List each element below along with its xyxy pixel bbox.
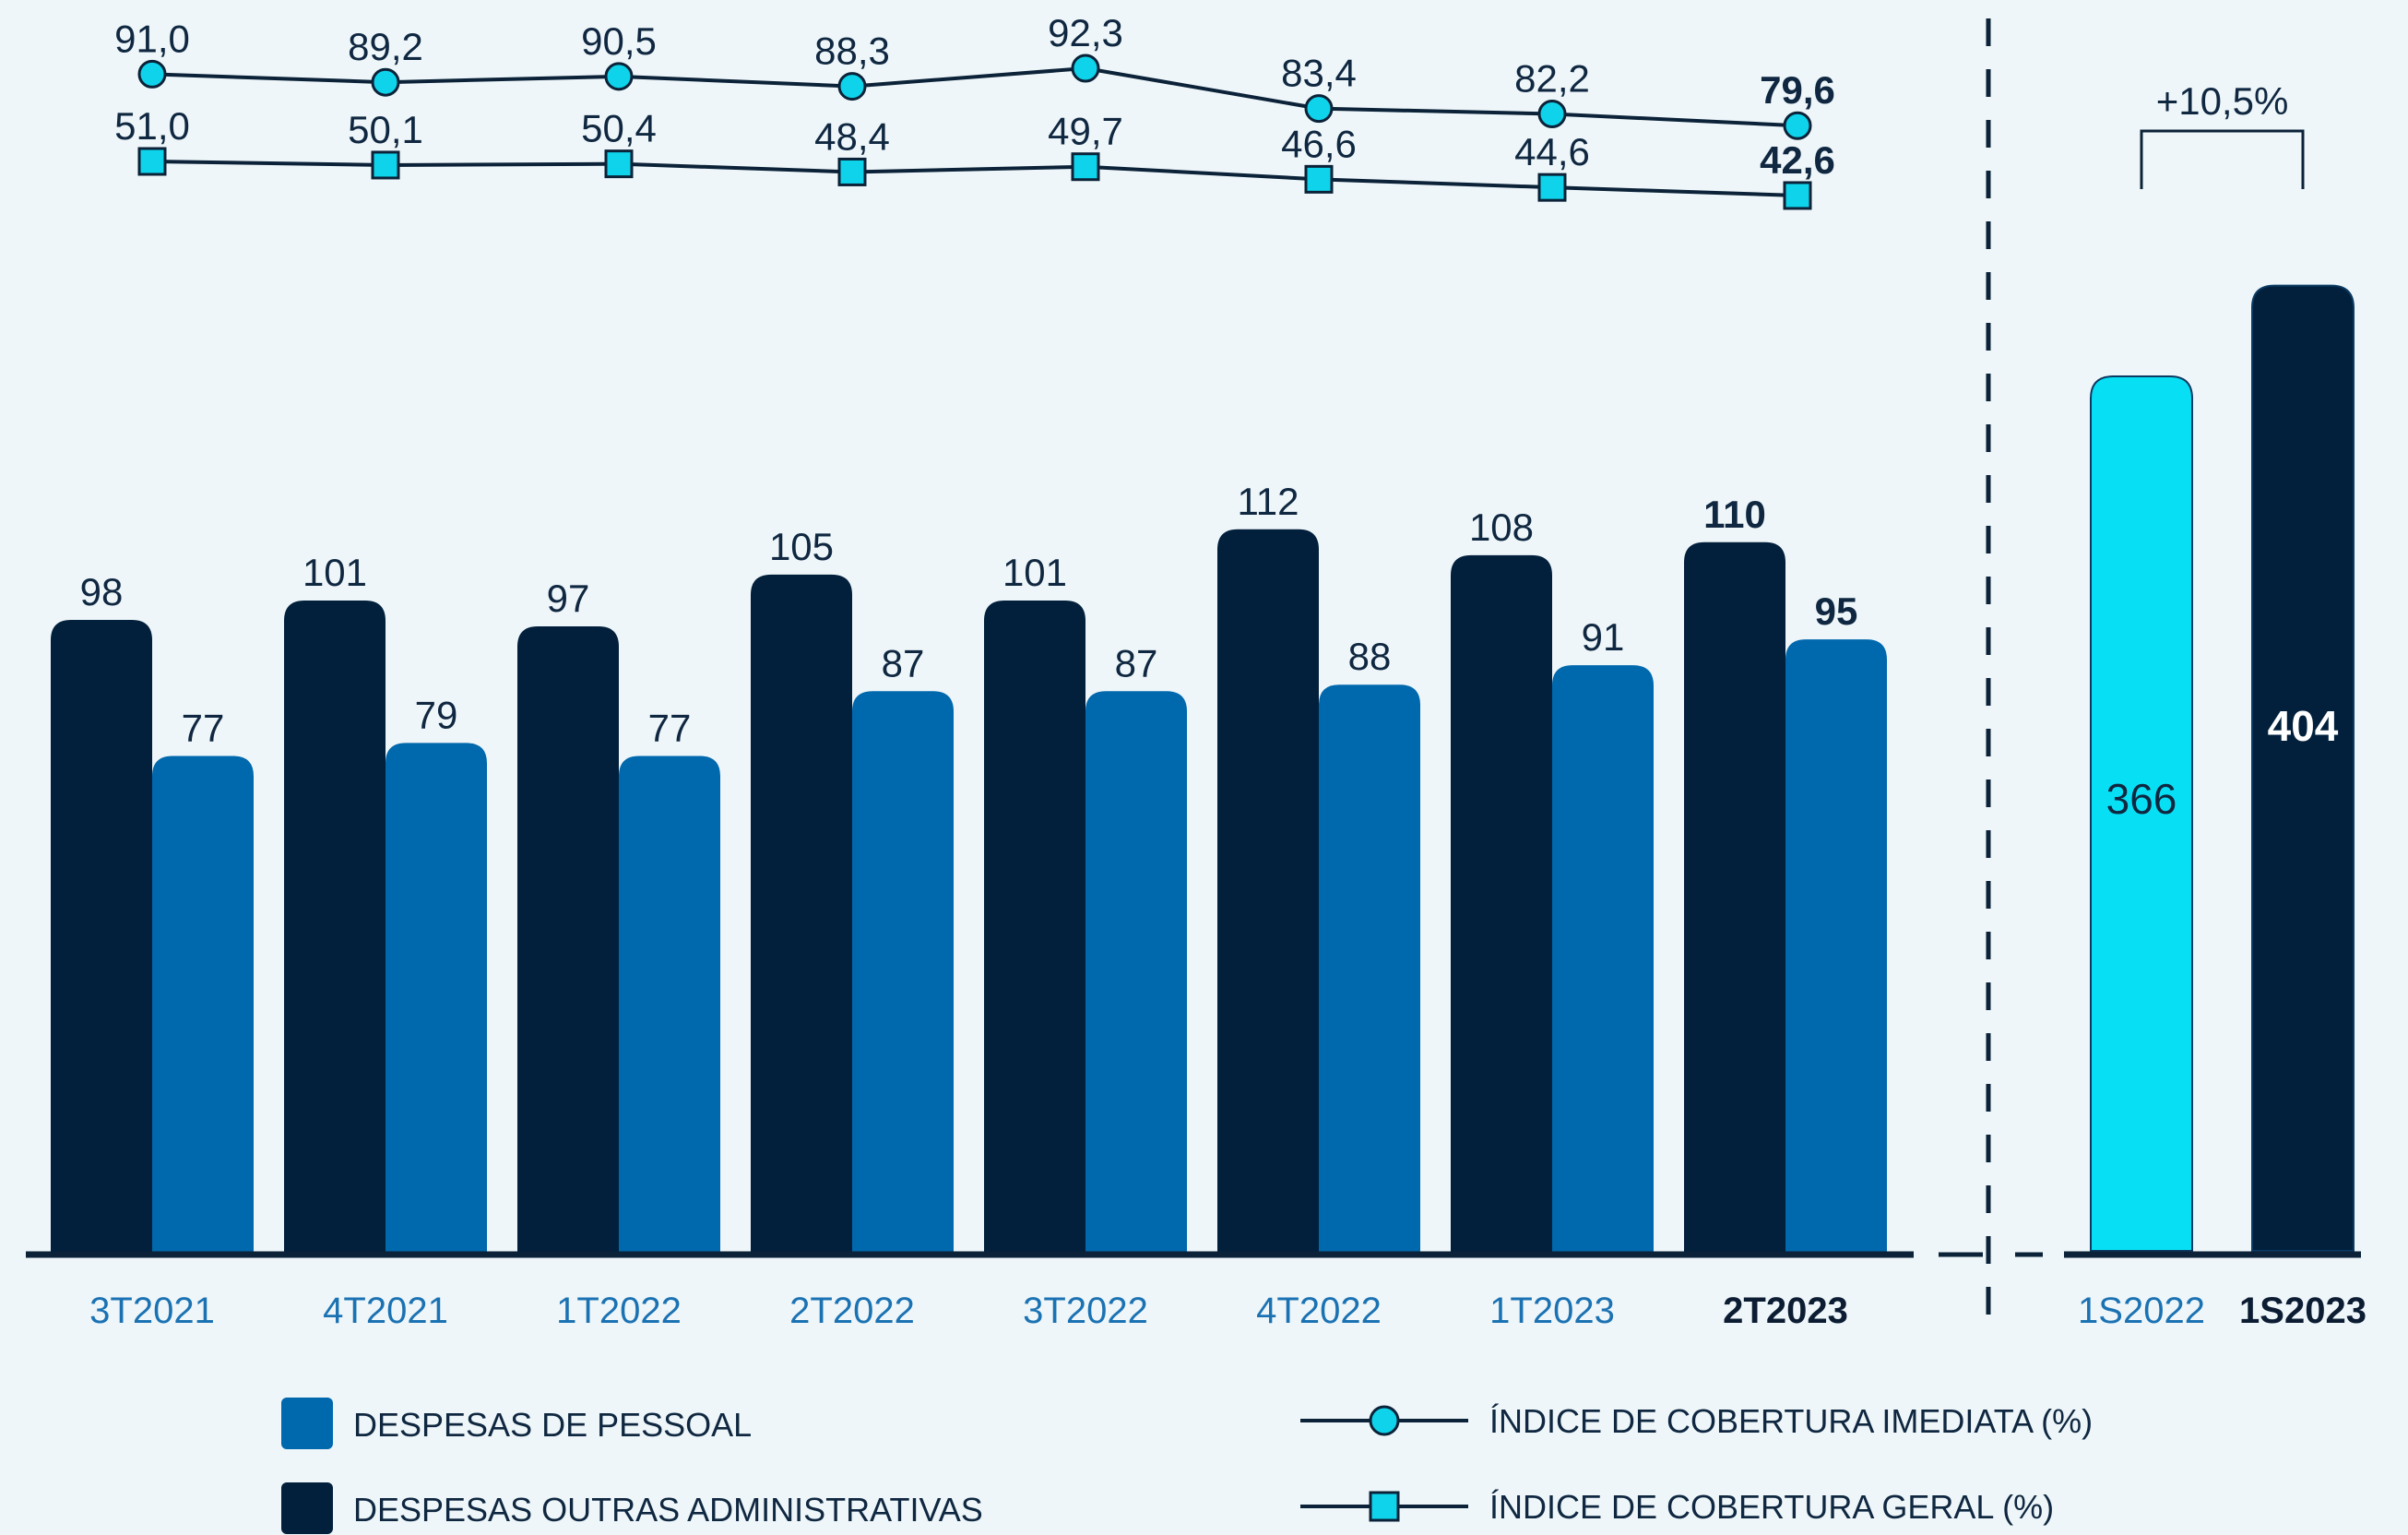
bar-outras-4T2021 bbox=[284, 600, 386, 1255]
x-tick-1S2022: 1S2022 bbox=[2078, 1291, 2205, 1331]
marker-geral-1T2023 bbox=[1537, 173, 1567, 202]
x-tick-1S2023: 1S2023 bbox=[2239, 1291, 2366, 1331]
marker-imediata-1T2022 bbox=[604, 62, 634, 91]
bar-pessoal-3T2021 bbox=[152, 756, 254, 1255]
marker-geral-3T2022 bbox=[1071, 152, 1100, 182]
bar-outras-1T2023 bbox=[1451, 554, 1552, 1255]
x-tick-3T2022: 3T2022 bbox=[1023, 1291, 1148, 1331]
semester-bar-1S2022 bbox=[2090, 375, 2193, 1252]
line-label-imediata-4T2022: 83,4 bbox=[1281, 52, 1357, 95]
bar-label-pessoal-1T2023: 91 bbox=[1582, 615, 1625, 659]
marker-imediata-1T2023 bbox=[1537, 99, 1567, 128]
semester-value-1S2022: 366 bbox=[2106, 775, 2177, 823]
bar-label-outras-1T2022: 97 bbox=[547, 577, 590, 620]
marker-imediata-3T2022 bbox=[1071, 54, 1100, 83]
bar-label-pessoal-4T2022: 88 bbox=[1348, 635, 1392, 678]
semester-bar-1S2023 bbox=[2251, 284, 2355, 1252]
marker-geral-4T2021 bbox=[371, 150, 400, 180]
line-label-geral-4T2021: 50,1 bbox=[348, 108, 423, 151]
change-bracket bbox=[2140, 129, 2305, 189]
legend-swatch-1 bbox=[281, 1482, 333, 1534]
marker-geral-2T2023 bbox=[1783, 181, 1812, 210]
bar-label-pessoal-3T2022: 87 bbox=[1115, 641, 1158, 684]
line-geral bbox=[151, 160, 1798, 197]
bar-outras-2T2023 bbox=[1684, 541, 1785, 1255]
line-label-imediata-3T2021: 91,0 bbox=[114, 17, 190, 60]
line-label-imediata-4T2021: 89,2 bbox=[348, 25, 423, 68]
coverage-lines: 91,0 89,2 90,5 88,3 92,3 83,4 82,2 79,6 51,0 50,1… bbox=[114, 11, 1835, 210]
marker-imediata-4T2022 bbox=[1304, 94, 1334, 124]
bar-outras-4T2022 bbox=[1217, 529, 1319, 1255]
x-tick-1T2023: 1T2023 bbox=[1489, 1291, 1615, 1331]
bar-label-pessoal-3T2021: 77 bbox=[182, 706, 225, 749]
line-label-imediata-1T2023: 82,2 bbox=[1514, 56, 1590, 100]
semester-bars: 366 404 +10,5% bbox=[2090, 79, 2355, 1252]
change-label: +10,5% bbox=[2156, 79, 2289, 123]
bar-outras-2T2022 bbox=[751, 574, 852, 1255]
x-tick-3T2021: 3T2021 bbox=[89, 1291, 215, 1331]
line-label-geral-1T2022: 50,4 bbox=[581, 107, 657, 150]
x-tick-1T2022: 1T2022 bbox=[556, 1291, 682, 1331]
bar-label-outras-3T2021: 98 bbox=[80, 570, 124, 613]
marker-geral-1T2022 bbox=[604, 149, 634, 179]
axes: 3T2021 4T2021 1T2022 2T2022 3T2022 4T2022 1T20… bbox=[26, 18, 2366, 1331]
x-tick-4T2022: 4T2022 bbox=[1256, 1291, 1382, 1331]
line-label-imediata-1T2022: 90,5 bbox=[581, 19, 657, 63]
x-tick-2T2023: 2T2023 bbox=[1723, 1291, 1848, 1331]
marker-imediata-2T2023 bbox=[1783, 111, 1812, 140]
line-imediata bbox=[151, 65, 1798, 128]
legend-marker-3 bbox=[1369, 1491, 1400, 1522]
bar-label-pessoal-2T2022: 87 bbox=[882, 641, 925, 684]
line-label-imediata-3T2022: 92,3 bbox=[1048, 11, 1123, 54]
bar-label-pessoal-1T2022: 77 bbox=[648, 706, 692, 749]
marker-geral-2T2022 bbox=[837, 157, 867, 186]
line-label-geral-1T2023: 44,6 bbox=[1514, 130, 1590, 173]
legend-label-2: ÍNDICE DE COBERTURA IMEDIATA (%) bbox=[1489, 1402, 2093, 1440]
bar-outras-3T2022 bbox=[984, 600, 1085, 1255]
legend: DESPESAS DE PESSOAL DESPESAS OUTRAS ADMIN… bbox=[281, 1398, 2093, 1534]
x-tick-4T2021: 4T2021 bbox=[323, 1291, 448, 1331]
semester-value-1S2023: 404 bbox=[2268, 702, 2339, 750]
bar-outras-1T2022 bbox=[517, 626, 619, 1255]
bar-label-outras-4T2022: 112 bbox=[1238, 480, 1299, 523]
bar-label-outras-4T2021: 101 bbox=[302, 551, 367, 594]
bar-pessoal-4T2022 bbox=[1319, 684, 1420, 1255]
bar-outras-3T2021 bbox=[51, 620, 152, 1255]
line-label-imediata-2T2023: 79,6 bbox=[1760, 68, 1835, 112]
marker-imediata-4T2021 bbox=[371, 67, 400, 97]
bar-label-outras-1T2023: 108 bbox=[1469, 506, 1534, 549]
bar-label-outras-2T2023: 110 bbox=[1703, 493, 1766, 536]
line-label-geral-3T2021: 51,0 bbox=[114, 104, 190, 148]
marker-geral-3T2021 bbox=[137, 147, 167, 176]
legend-label-1: DESPESAS OUTRAS ADMINISTRATIVAS bbox=[353, 1491, 983, 1529]
x-tick-2T2022: 2T2022 bbox=[789, 1291, 915, 1331]
legend-label-3: ÍNDICE DE COBERTURA GERAL (%) bbox=[1489, 1488, 2054, 1526]
bar-pessoal-4T2021 bbox=[386, 743, 487, 1255]
marker-geral-4T2022 bbox=[1304, 164, 1334, 194]
bar-label-pessoal-4T2021: 79 bbox=[415, 693, 458, 736]
bar-pessoal-2T2023 bbox=[1785, 639, 1887, 1255]
quarterly-bars: 98 77 101 79 97 77 105 87 101 87 112 88 108 91 110 95 bbox=[51, 480, 1887, 1255]
bar-pessoal-1T2023 bbox=[1552, 665, 1654, 1255]
legend-label-0: DESPESAS DE PESSOAL bbox=[353, 1406, 752, 1444]
legend-marker-2 bbox=[1369, 1405, 1400, 1436]
line-label-geral-4T2022: 46,6 bbox=[1281, 122, 1357, 165]
line-label-imediata-2T2022: 88,3 bbox=[814, 30, 890, 73]
bar-label-outras-2T2022: 105 bbox=[769, 525, 834, 568]
marker-imediata-2T2022 bbox=[837, 72, 867, 101]
bar-pessoal-3T2022 bbox=[1085, 691, 1187, 1255]
line-label-geral-2T2023: 42,6 bbox=[1760, 138, 1835, 182]
line-label-geral-3T2022: 49,7 bbox=[1048, 110, 1123, 153]
bar-pessoal-1T2022 bbox=[619, 756, 720, 1255]
bar-label-pessoal-2T2023: 95 bbox=[1815, 589, 1858, 633]
bar-label-outras-3T2022: 101 bbox=[1002, 551, 1067, 594]
line-label-geral-2T2022: 48,4 bbox=[814, 114, 890, 158]
bar-pessoal-2T2022 bbox=[852, 691, 954, 1255]
marker-imediata-3T2021 bbox=[137, 59, 167, 89]
legend-swatch-0 bbox=[281, 1398, 333, 1449]
